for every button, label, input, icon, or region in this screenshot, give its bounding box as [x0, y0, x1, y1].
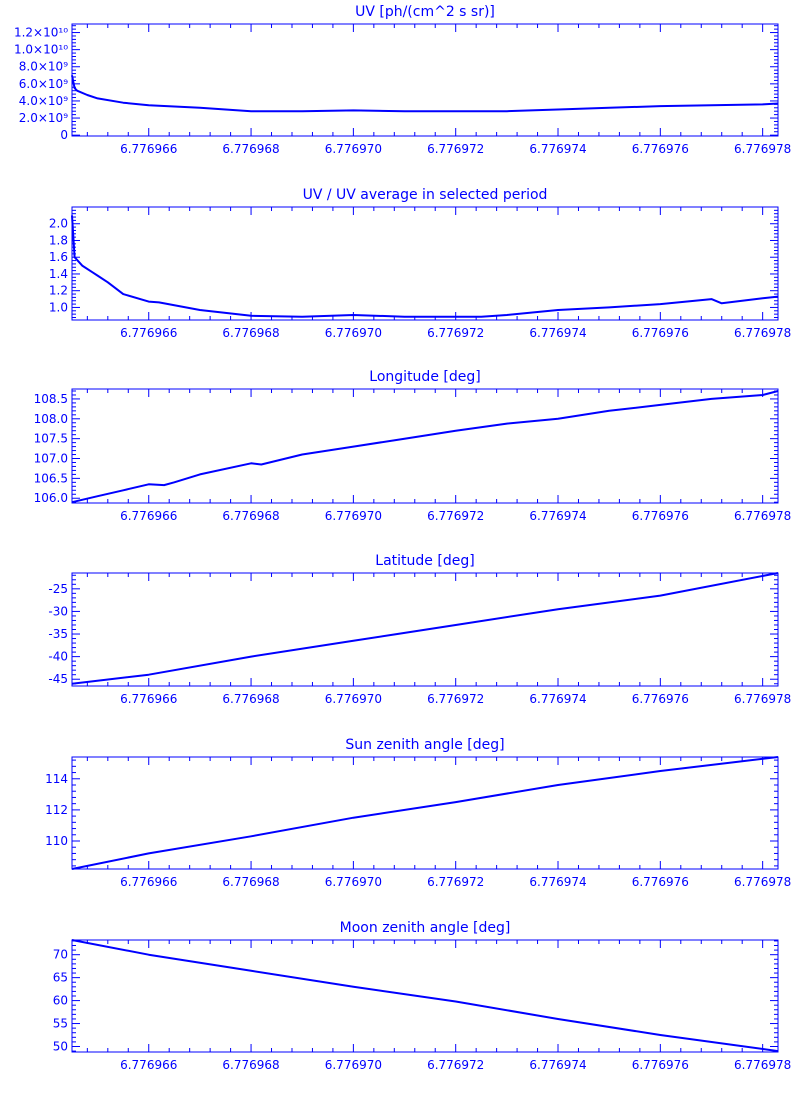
x-tick-label: 6.776974 — [529, 142, 586, 156]
y-tick-label: -35 — [48, 627, 68, 641]
y-tick-label: 1.4 — [49, 267, 68, 281]
y-tick-label: 1.0 — [49, 300, 68, 314]
x-tick-label: 6.776968 — [222, 875, 279, 889]
y-tick-label: 1.6 — [49, 250, 68, 264]
x-tick-label: 6.776974 — [529, 1058, 586, 1072]
chart-panel-6: Moon zenith angle [deg] 6.776966 6.776968 6… — [53, 920, 792, 1072]
x-tick-label: 6.776968 — [222, 326, 279, 340]
series-line — [71, 756, 779, 870]
chart-panel-1: UV [ph/(cm^2 s sr)] 6.776966 6.776968 6.776… — [14, 4, 791, 156]
x-tick-label: 6.776978 — [734, 692, 791, 706]
series-line — [71, 75, 779, 113]
y-tick-label: 107.0 — [34, 452, 68, 466]
x-tick-label: 6.776974 — [529, 326, 586, 340]
y-tick-label: -30 — [48, 604, 68, 618]
y-tick-label: 1.2×10¹⁰ — [14, 26, 68, 40]
x-tick-label: 6.776970 — [325, 875, 382, 889]
x-tick-label: 6.776976 — [632, 692, 689, 706]
y-tick-label: -40 — [48, 650, 68, 664]
x-tick-label: 6.776966 — [120, 1058, 177, 1072]
x-tick-label: 6.776972 — [427, 326, 484, 340]
x-tick-label: 6.776972 — [427, 509, 484, 523]
chart-panel-4: Latitude [deg] 6.776966 6.776968 6.776970 6.… — [48, 553, 791, 706]
x-tick-label: 6.776974 — [529, 692, 586, 706]
chart-title: UV / UV average in selected period — [303, 187, 548, 203]
plot-frame — [71, 23, 779, 137]
x-tick-label: 6.776970 — [325, 692, 382, 706]
chart-title: Longitude [deg] — [369, 369, 480, 385]
y-tick-label: 106.5 — [34, 471, 68, 485]
x-tick-label: 6.776966 — [120, 326, 177, 340]
y-tick-label: 55 — [53, 1017, 68, 1031]
y-tick-label: 107.5 — [34, 432, 68, 446]
chart-title: Moon zenith angle [deg] — [340, 920, 511, 936]
series-line — [71, 572, 779, 685]
x-tick-label: 6.776968 — [222, 1058, 279, 1072]
chart-title: Sun zenith angle [deg] — [345, 737, 504, 753]
y-tick-label: 50 — [53, 1039, 68, 1053]
y-tick-label: 2.0×10⁹ — [19, 111, 68, 125]
y-tick-label: 1.8 — [49, 233, 68, 247]
plot-frame — [71, 388, 779, 504]
x-tick-label: 6.776978 — [734, 509, 791, 523]
y-tick-label: 108.5 — [34, 392, 68, 406]
y-tick-label: 4.0×10⁹ — [19, 94, 68, 108]
x-tick-label: 6.776970 — [325, 326, 382, 340]
y-tick-label: 2.0 — [49, 217, 68, 231]
plot-frame — [71, 756, 779, 870]
x-tick-label: 6.776966 — [120, 142, 177, 156]
x-tick-label: 6.776976 — [632, 875, 689, 889]
x-tick-label: 6.776970 — [325, 1058, 382, 1072]
x-tick-label: 6.776972 — [427, 875, 484, 889]
x-tick-label: 6.776972 — [427, 1058, 484, 1072]
y-tick-label: 70 — [53, 948, 68, 962]
y-tick-label: 6.0×10⁹ — [19, 77, 68, 91]
y-tick-label: -25 — [48, 582, 68, 596]
x-tick-label: 6.776976 — [632, 142, 689, 156]
chart-title: UV [ph/(cm^2 s sr)] — [355, 4, 495, 20]
y-tick-label: 8.0×10⁹ — [19, 60, 68, 74]
x-tick-label: 6.776976 — [632, 326, 689, 340]
x-tick-label: 6.776978 — [734, 326, 791, 340]
x-tick-label: 6.776970 — [325, 509, 382, 523]
x-tick-label: 6.776966 — [120, 692, 177, 706]
y-tick-label: 110 — [45, 834, 68, 848]
series-line — [71, 215, 779, 318]
x-tick-label: 6.776968 — [222, 692, 279, 706]
chart-title: Latitude [deg] — [375, 553, 474, 569]
x-tick-label: 6.776978 — [734, 142, 791, 156]
x-tick-label: 6.776978 — [734, 875, 791, 889]
plot-frame — [71, 939, 779, 1053]
y-tick-label: 106.0 — [34, 491, 68, 505]
y-tick-label: 65 — [53, 971, 68, 985]
x-tick-label: 6.776972 — [427, 142, 484, 156]
x-tick-label: 6.776970 — [325, 142, 382, 156]
series-line — [71, 939, 779, 1053]
x-tick-label: 6.776974 — [529, 509, 586, 523]
x-tick-label: 6.776968 — [222, 509, 279, 523]
y-tick-label: 1.0×10¹⁰ — [14, 43, 68, 57]
chart-panel-2: UV / UV average in selected period 6.7769… — [49, 187, 791, 340]
y-tick-label: -45 — [48, 672, 68, 686]
x-tick-label: 6.776974 — [529, 875, 586, 889]
y-tick-label: 0 — [60, 128, 68, 142]
x-tick-label: 6.776976 — [632, 1058, 689, 1072]
chart-panel-3: Longitude [deg] 6.776966 6.776968 6.776970 6… — [34, 369, 792, 523]
y-tick-label: 108.0 — [34, 412, 68, 426]
x-tick-label: 6.776976 — [632, 509, 689, 523]
x-tick-label: 6.776978 — [734, 1058, 791, 1072]
y-tick-label: 114 — [45, 772, 68, 786]
x-tick-label: 6.776972 — [427, 692, 484, 706]
y-tick-label: 60 — [53, 994, 68, 1008]
x-tick-label: 6.776966 — [120, 509, 177, 523]
x-tick-label: 6.776968 — [222, 142, 279, 156]
y-tick-label: 1.2 — [49, 284, 68, 298]
series-line — [71, 390, 779, 504]
x-tick-label: 6.776966 — [120, 875, 177, 889]
y-tick-label: 112 — [45, 803, 68, 817]
chart-panel-5: Sun zenith angle [deg] 6.776966 6.776968 6.… — [45, 737, 791, 889]
